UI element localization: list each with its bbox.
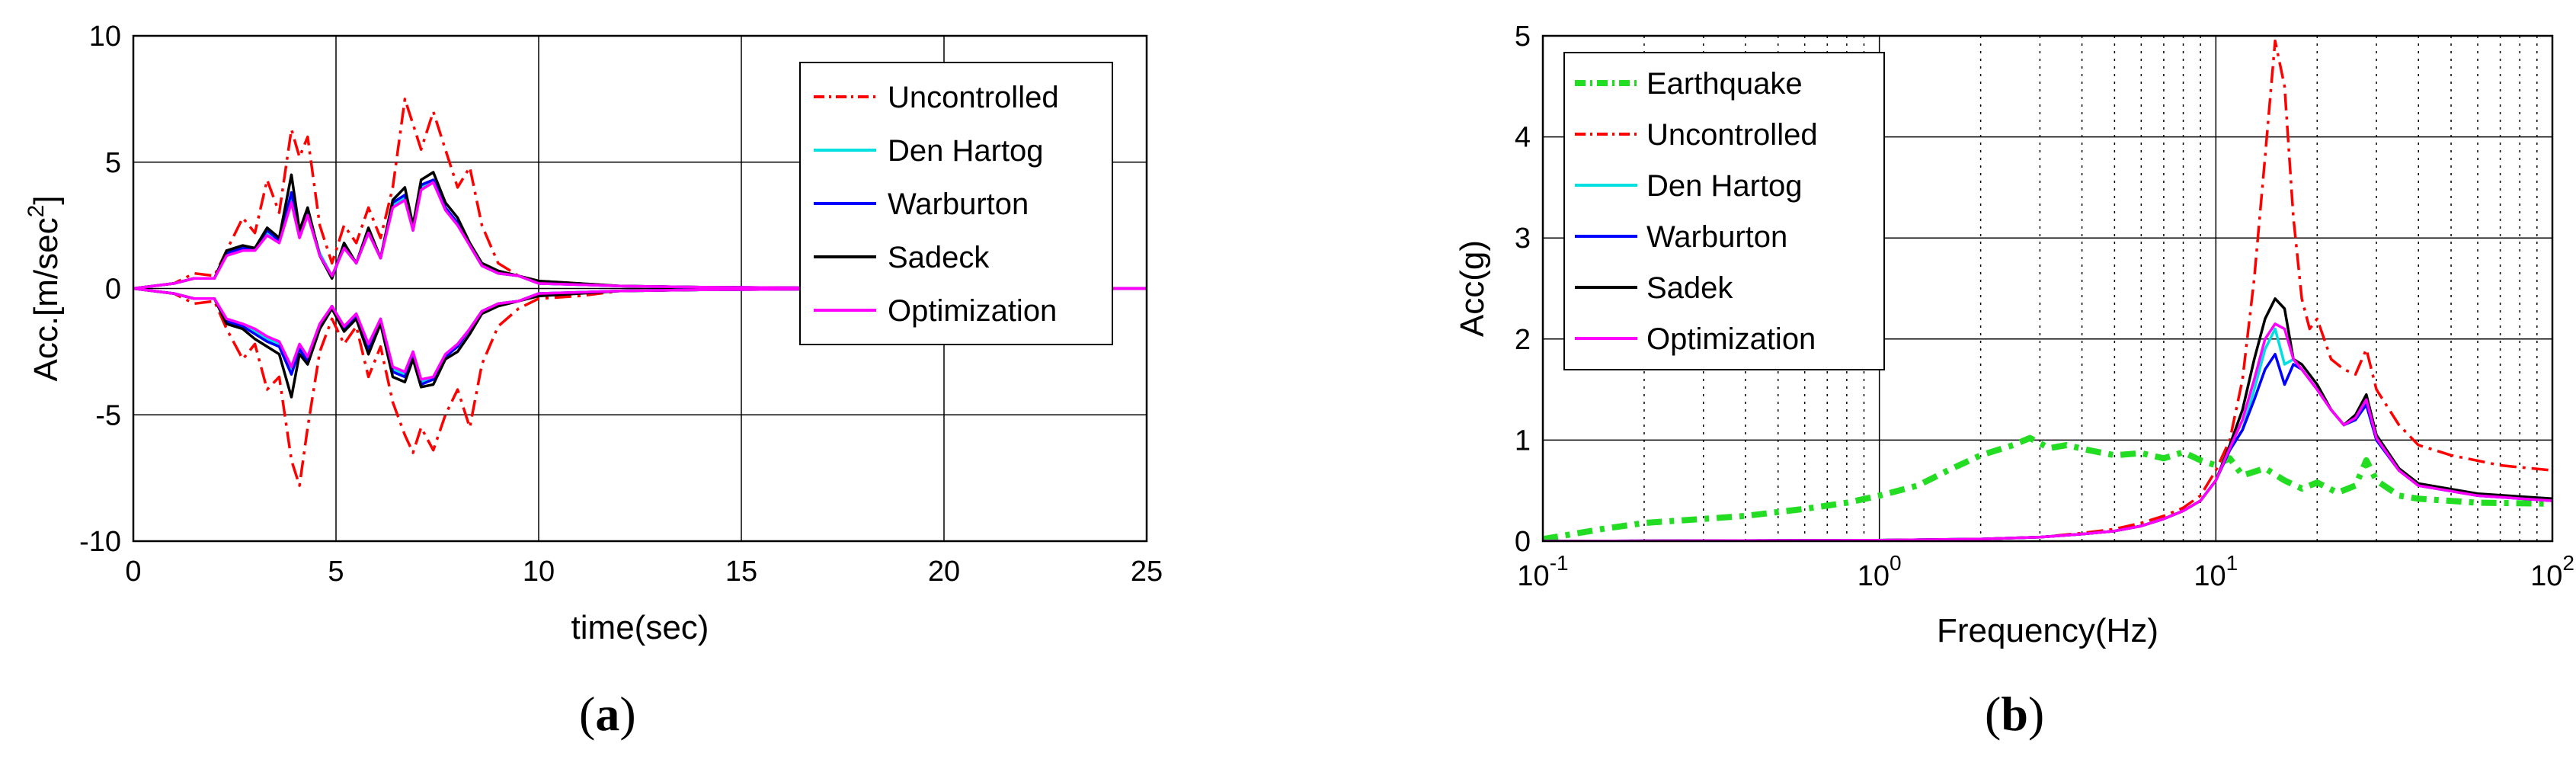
caption-b: (b)	[1985, 687, 2045, 741]
x-tick-base: 10	[2530, 560, 2562, 592]
legend-label: Den Hartog	[1646, 169, 1803, 203]
caption-b-letter: b	[2001, 687, 2028, 741]
y-axis-label: Acc(g)	[1454, 240, 1491, 337]
legend-label: Optimization	[1646, 322, 1816, 356]
legend-label: Earthquake	[1646, 67, 1803, 101]
x-tick-label: 20	[928, 556, 960, 588]
x-tick-label: 101	[2194, 551, 2238, 592]
x-tick-label: 100	[1858, 551, 1902, 592]
y-axis-label-tail: ]	[27, 195, 65, 204]
y-tick-label: -10	[79, 526, 121, 558]
x-tick-exp: 2	[2562, 551, 2574, 575]
x-tick-label: 25	[1131, 556, 1163, 588]
series-optimization	[133, 181, 1147, 381]
legend-label: Warburton	[1646, 220, 1787, 254]
series-line	[133, 181, 1147, 290]
series-uncontrolled	[133, 98, 1147, 487]
plot-frame	[1541, 34, 2554, 543]
legend-box	[1563, 52, 1885, 370]
x-tick-exp: 1	[2226, 551, 2238, 575]
y-tick-label: 0	[1515, 526, 1531, 558]
series-uncontrolled	[1543, 39, 2552, 541]
series-line	[133, 98, 1147, 290]
x-tick-exp: -1	[1550, 551, 1569, 575]
legend-label: Sadeck	[888, 241, 990, 274]
y-tick-label: 0	[105, 274, 121, 306]
x-tick-label: 10-1	[1517, 551, 1568, 592]
plot-frame	[132, 34, 1148, 543]
y-tick-label: 5	[105, 147, 121, 179]
y-tick-label: 1	[1515, 425, 1531, 457]
caption-a-letter: a	[595, 687, 620, 741]
y-tick-label: -5	[95, 399, 121, 431]
x-tick-label: 102	[2530, 551, 2574, 592]
y-tick-label: 10	[89, 21, 121, 53]
y-tick-label: 3	[1515, 223, 1531, 255]
y-axis-label: Acc.[m/sec2]	[24, 195, 65, 381]
legend-label: Sadek	[1646, 271, 1733, 305]
series-optimization	[1543, 322, 2552, 541]
y-tick-label: 4	[1515, 122, 1531, 154]
legend-label: Den Hartog	[888, 134, 1044, 168]
x-tick-base: 10	[1858, 560, 1890, 592]
legend-label: Optimization	[888, 294, 1057, 328]
y-tick-label: 5	[1515, 21, 1531, 53]
series-line	[133, 287, 1147, 487]
x-tick-label: 0	[125, 556, 141, 588]
series-line	[133, 287, 1147, 381]
legend-label: Warburton	[888, 187, 1029, 221]
chart-panel-a: 0 5 10 15 20 25 -10 -5 0 5 10 time(sec) Acc.[m/sec2]…	[24, 21, 1163, 646]
y-tick-label: 2	[1515, 324, 1531, 356]
x-axis-label: time(sec)	[571, 609, 709, 646]
legend-label: Uncontrolled	[1646, 118, 1818, 152]
y-axis-label-sup: 2	[24, 205, 49, 218]
legend-label: Uncontrolled	[888, 81, 1059, 114]
x-axis-label: Frequency(Hz)	[1937, 612, 2158, 649]
x-tick-label: 10	[523, 556, 555, 588]
x-tick-label: 5	[328, 556, 344, 588]
caption-a: (a)	[579, 687, 636, 741]
series-line	[133, 287, 1147, 399]
y-axis-label-main: Acc.[m/sec	[27, 217, 65, 381]
x-tick-exp: 0	[1890, 551, 1902, 575]
x-tick-label: 15	[725, 556, 757, 588]
chart-panel-b: 10-1 100 101 102012345Frequency(Hz)Acc(g)Ea…	[1454, 21, 2574, 649]
x-tick-base: 10	[2194, 560, 2226, 592]
x-tick-base: 10	[1517, 560, 1549, 592]
